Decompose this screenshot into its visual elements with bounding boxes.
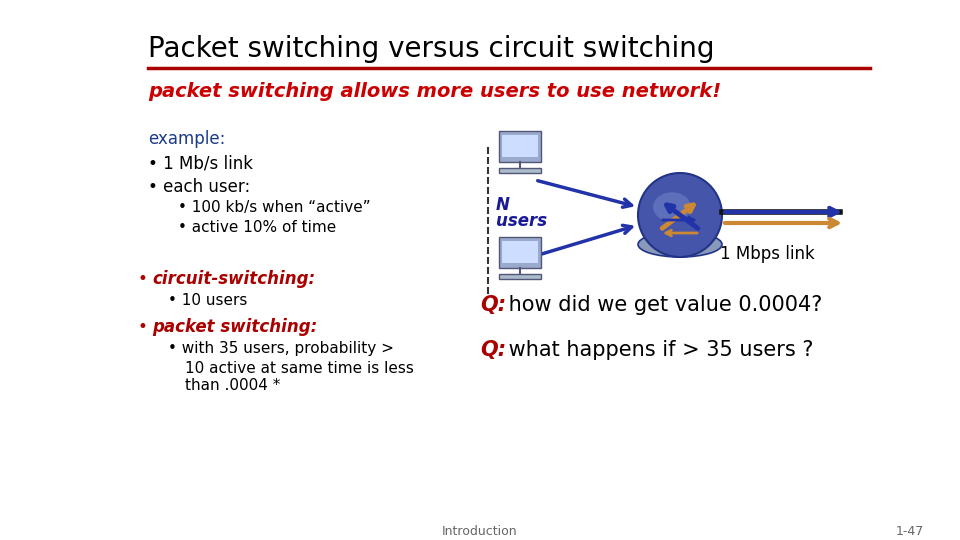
Text: • 10 users: • 10 users — [168, 293, 248, 308]
Text: • active 10% of time: • active 10% of time — [178, 220, 336, 235]
Bar — [499, 167, 540, 173]
Text: than .0004 *: than .0004 * — [185, 378, 280, 393]
Bar — [499, 131, 540, 162]
Text: • 100 kb/s when “active”: • 100 kb/s when “active” — [178, 200, 371, 215]
Bar — [502, 240, 538, 262]
Text: • each user:: • each user: — [148, 178, 251, 196]
Circle shape — [638, 173, 722, 257]
Text: Introduction: Introduction — [443, 525, 517, 538]
Ellipse shape — [653, 192, 691, 222]
Text: packet switching:: packet switching: — [152, 318, 317, 336]
Text: example:: example: — [148, 130, 226, 148]
Text: • 1 Mb/s link: • 1 Mb/s link — [148, 155, 253, 173]
Text: 1 Mbps link: 1 Mbps link — [720, 245, 815, 263]
Bar — [499, 273, 540, 279]
Bar — [499, 237, 540, 268]
Text: Packet switching versus circuit switching: Packet switching versus circuit switchin… — [148, 35, 714, 63]
Ellipse shape — [638, 232, 722, 257]
Text: packet switching allows more users to use network!: packet switching allows more users to us… — [148, 82, 721, 101]
Text: circuit-switching:: circuit-switching: — [152, 270, 315, 288]
Text: •: • — [138, 270, 154, 288]
Text: what happens if > 35 users ?: what happens if > 35 users ? — [502, 340, 813, 360]
Bar — [502, 134, 538, 157]
Text: Q:: Q: — [480, 340, 506, 360]
Text: •: • — [138, 318, 154, 336]
Text: 1-47: 1-47 — [896, 525, 924, 538]
Text: N: N — [496, 196, 510, 214]
Text: how did we get value 0.0004?: how did we get value 0.0004? — [502, 295, 823, 315]
Text: • with 35 users, probability >: • with 35 users, probability > — [168, 341, 394, 356]
Text: users: users — [496, 212, 547, 230]
Text: 10 active at same time is less: 10 active at same time is less — [185, 361, 414, 376]
Text: Q:: Q: — [480, 295, 506, 315]
